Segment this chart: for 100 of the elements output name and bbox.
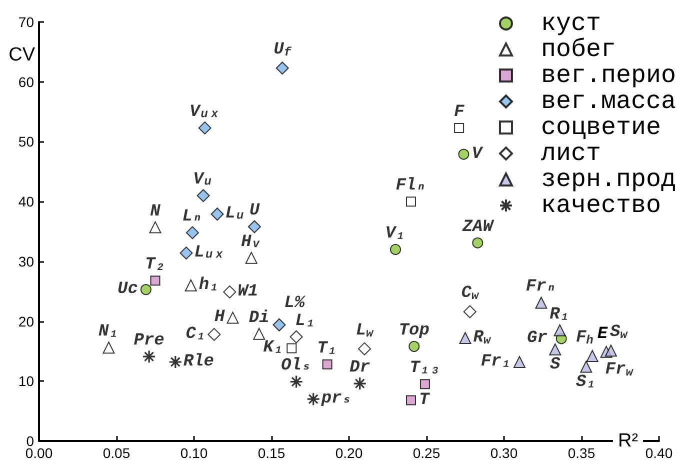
point <box>406 196 416 207</box>
data-label: Lw <box>356 321 374 340</box>
point <box>554 324 566 336</box>
point <box>223 285 236 298</box>
data-label: L₁ <box>295 312 316 331</box>
point <box>358 342 371 356</box>
x-tick-label: 0.35 <box>568 445 596 461</box>
data-label: Lᵤₓ <box>194 244 225 263</box>
y-tick-label: 50 <box>18 134 34 150</box>
point <box>408 340 420 352</box>
point <box>286 343 297 354</box>
point <box>580 360 592 373</box>
point <box>140 284 152 296</box>
data-label: Uc <box>118 280 138 300</box>
point <box>272 318 286 332</box>
y-tick-label: 30 <box>18 253 34 270</box>
x-tick-label: 0.10 <box>180 445 208 461</box>
point <box>290 330 303 344</box>
point <box>149 221 162 234</box>
data-label: U <box>249 202 260 221</box>
legend-label: побег <box>540 35 616 64</box>
point <box>463 305 476 318</box>
y-tick-label: 60 <box>18 74 34 90</box>
data-label: Lᵤ <box>225 204 246 224</box>
point <box>514 356 526 368</box>
data-label: Vᵤ <box>193 170 214 190</box>
x-tick-label: 0.20 <box>335 445 363 461</box>
data-label: Hᵥ <box>241 232 262 252</box>
point <box>226 312 239 324</box>
data-label: Cw <box>461 284 480 304</box>
point <box>210 208 224 221</box>
point <box>248 220 261 234</box>
annotation: E <box>597 325 608 344</box>
x-tick-label: 0.15 <box>258 445 286 461</box>
point <box>322 359 332 370</box>
point <box>535 296 548 309</box>
data-label: Pre <box>134 332 164 351</box>
point <box>406 395 416 406</box>
point <box>180 246 193 260</box>
legend-label: куст <box>540 9 601 38</box>
point <box>196 189 210 202</box>
point <box>184 279 197 292</box>
legend-label: вег.перио <box>540 61 676 90</box>
point <box>454 122 464 133</box>
point <box>472 237 484 248</box>
y-tick-label: 40 <box>18 194 34 210</box>
data-label: V <box>472 144 484 164</box>
data-label: R₁ <box>550 305 570 324</box>
point <box>208 328 221 341</box>
data-label: Sw <box>610 323 628 342</box>
data-label: Fh <box>576 328 594 348</box>
y-tick-label: 20 <box>18 313 34 330</box>
point <box>290 374 304 389</box>
data-label: Uf <box>274 40 292 60</box>
data-label: Top <box>398 321 430 340</box>
data-label: Frₙ <box>526 278 557 297</box>
data-label: Lₙ <box>182 208 203 227</box>
point <box>102 342 115 354</box>
point <box>168 355 182 369</box>
legend-label: зерн.прод <box>540 165 676 194</box>
data-label: Vᵤₓ <box>190 102 220 122</box>
y-tick-label: 70 <box>18 14 34 30</box>
x-axis-title: R² <box>618 430 638 452</box>
point <box>459 332 472 344</box>
data-label: T <box>419 390 430 410</box>
x-tick-label: 0.25 <box>412 445 440 461</box>
data-label: W1 <box>238 282 258 302</box>
data-label: V₁ <box>385 224 406 244</box>
data-label: Fr₁ <box>480 352 512 372</box>
legend-label: вег.масса <box>540 87 676 116</box>
data-label: H <box>214 308 226 328</box>
x-tick-label: 0.05 <box>102 445 130 461</box>
data-label: L% <box>284 294 306 313</box>
data-label: K₁ <box>263 338 284 358</box>
data-label: Dr <box>350 358 370 378</box>
point <box>245 252 258 264</box>
data-label: prₛ <box>320 390 352 409</box>
data-label: Di <box>248 308 270 328</box>
y-axis-title: CV <box>8 44 36 66</box>
point <box>549 343 562 356</box>
legend-label: качество <box>540 191 662 220</box>
data-label: Olₛ <box>280 356 312 376</box>
data-label: Rle <box>183 352 214 372</box>
data-label: T₁ <box>317 339 338 358</box>
data-label: T₂ <box>145 256 166 275</box>
x-tick-label: 0.30 <box>490 445 518 461</box>
x-tick-label: 0.40 <box>645 445 673 461</box>
point <box>458 148 470 160</box>
point <box>306 392 320 406</box>
data-label: N₁ <box>98 322 119 342</box>
legend-label: соцветие <box>540 113 662 142</box>
y-tick-label: 10 <box>18 373 34 390</box>
point <box>150 276 160 286</box>
point <box>142 350 156 364</box>
legend-label: лист <box>540 139 601 168</box>
point <box>253 328 266 340</box>
data-label: S <box>550 355 562 374</box>
data-label: T₁₃ <box>410 359 440 378</box>
point <box>353 376 367 390</box>
data-label: ZAW <box>461 218 495 237</box>
